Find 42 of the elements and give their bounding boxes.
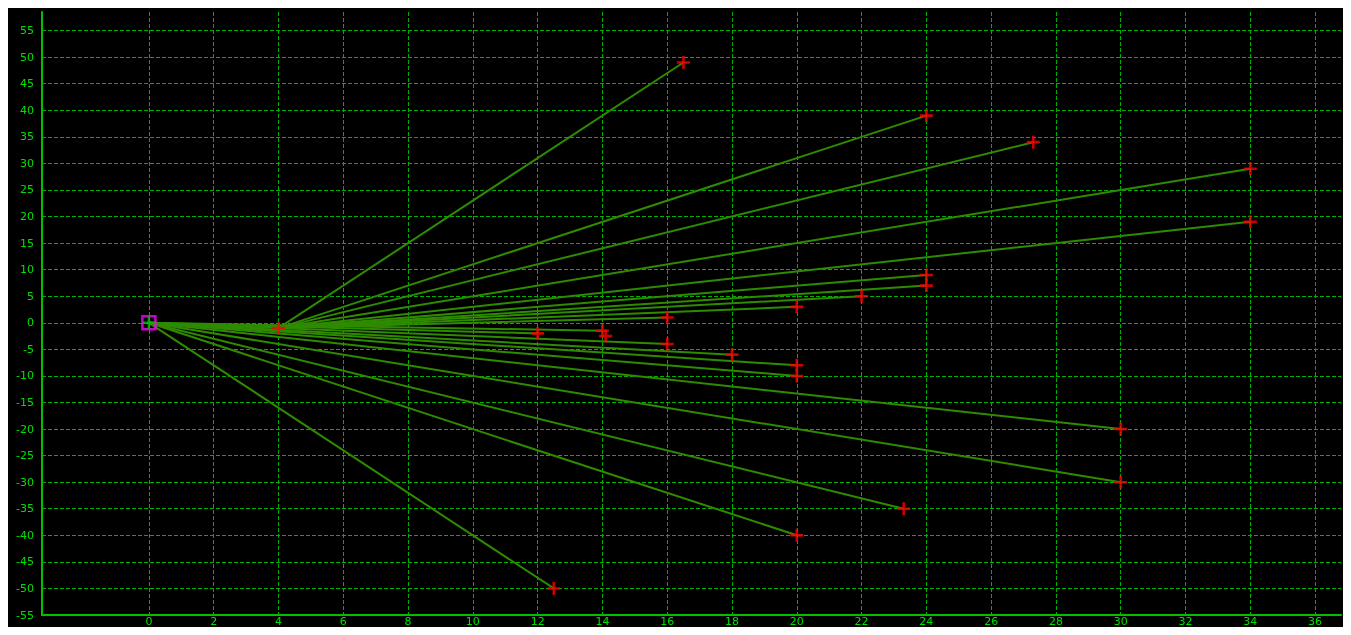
y-tick-label: -40 xyxy=(16,528,34,542)
x-tick-label: 24 xyxy=(919,615,934,628)
y-tick-label: -10 xyxy=(16,369,34,383)
y-tick-label: -30 xyxy=(16,475,34,489)
y-tick-label: 50 xyxy=(20,50,34,64)
x-tick-label: 8 xyxy=(404,615,412,628)
y-tick-label: 35 xyxy=(20,130,34,144)
y-tick-label: 45 xyxy=(20,77,34,91)
x-tick-label: 18 xyxy=(724,615,739,628)
y-tick-label: 20 xyxy=(20,210,34,224)
x-tick-label: 10 xyxy=(465,615,480,628)
x-tick-label: 16 xyxy=(660,615,675,628)
y-tick-label: 30 xyxy=(20,156,34,170)
x-tick-label: 28 xyxy=(1048,615,1063,628)
y-tick-label: -15 xyxy=(16,395,34,409)
x-tick-label: 0 xyxy=(145,615,153,628)
y-tick-label: -50 xyxy=(16,581,34,595)
x-tick-label: 30 xyxy=(1113,615,1128,628)
x-tick-label: 12 xyxy=(530,615,545,628)
y-tick-label: 40 xyxy=(20,103,34,117)
x-tick-label: 4 xyxy=(274,615,282,628)
x-tick-label: 14 xyxy=(595,615,610,628)
x-tick-label: 36 xyxy=(1308,615,1323,628)
y-tick-label: 15 xyxy=(20,236,34,250)
y-tick-label: -55 xyxy=(16,608,34,622)
x-tick-label: 20 xyxy=(789,615,804,628)
y-tick-label: 55 xyxy=(20,24,34,38)
y-tick-label: 5 xyxy=(27,289,34,303)
y-tick-label: -35 xyxy=(16,502,34,516)
y-tick-label: -20 xyxy=(16,422,34,436)
y-tick-label: -45 xyxy=(16,555,34,569)
y-tick-label: 0 xyxy=(27,316,34,330)
x-tick-label: 32 xyxy=(1178,615,1193,628)
y-tick-label: -5 xyxy=(23,342,34,356)
x-tick-label: 26 xyxy=(984,615,999,628)
y-tick-label: 25 xyxy=(20,183,34,197)
y-tick-label: 10 xyxy=(20,263,34,277)
y-tick-label: -25 xyxy=(16,449,34,463)
x-tick-label: 34 xyxy=(1243,615,1258,628)
x-tick-label: 6 xyxy=(339,615,347,628)
x-tick-label: 2 xyxy=(210,615,218,628)
x-tick-label: 22 xyxy=(854,615,869,628)
